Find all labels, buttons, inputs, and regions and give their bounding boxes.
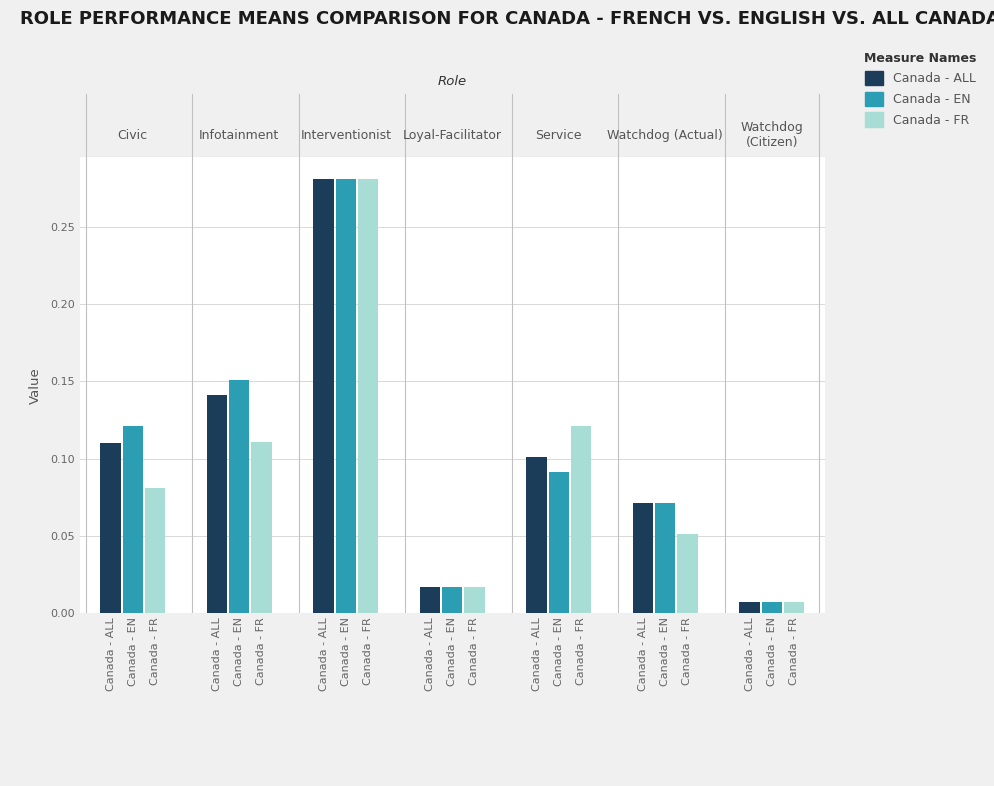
Bar bbox=[677, 534, 698, 613]
Bar bbox=[207, 395, 228, 613]
Bar bbox=[442, 587, 462, 613]
Bar bbox=[313, 179, 334, 613]
Bar bbox=[251, 442, 271, 613]
Bar bbox=[740, 602, 759, 613]
Text: Interventionist: Interventionist bbox=[300, 129, 392, 141]
Bar bbox=[761, 602, 782, 613]
Text: Watchdog (Actual): Watchdog (Actual) bbox=[607, 129, 724, 141]
Text: Role: Role bbox=[437, 75, 467, 88]
Text: ROLE PERFORMANCE MEANS COMPARISON FOR CANADA - FRENCH VS. ENGLISH VS. ALL CANADA: ROLE PERFORMANCE MEANS COMPARISON FOR CA… bbox=[20, 9, 994, 28]
Bar bbox=[122, 426, 143, 613]
Bar bbox=[633, 503, 653, 613]
Bar bbox=[336, 179, 356, 613]
Bar bbox=[464, 587, 485, 613]
Text: Infotainment: Infotainment bbox=[199, 129, 279, 141]
Bar bbox=[419, 587, 440, 613]
Text: Civic: Civic bbox=[117, 129, 148, 141]
Bar bbox=[655, 503, 676, 613]
Text: Watchdog
(Citizen): Watchdog (Citizen) bbox=[741, 121, 803, 149]
Bar bbox=[100, 443, 121, 613]
Bar bbox=[145, 488, 165, 613]
Text: Service: Service bbox=[536, 129, 582, 141]
Bar bbox=[783, 602, 804, 613]
Bar bbox=[527, 457, 547, 613]
Legend: Canada - ALL, Canada - EN, Canada - FR: Canada - ALL, Canada - EN, Canada - FR bbox=[858, 46, 983, 133]
Text: Loyal-Facilitator: Loyal-Facilitator bbox=[403, 129, 502, 141]
Bar bbox=[358, 179, 378, 613]
Bar bbox=[229, 380, 249, 613]
Bar bbox=[571, 426, 591, 613]
Bar bbox=[549, 472, 569, 613]
Y-axis label: Value: Value bbox=[29, 367, 42, 403]
